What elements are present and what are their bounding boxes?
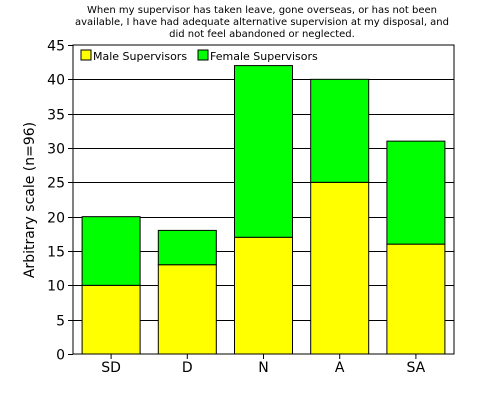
chart-title-line-3: did not feel abandoned or neglected. <box>169 29 355 40</box>
bar-female-n <box>234 65 293 238</box>
x-tick-label: N <box>258 360 268 376</box>
chart-title-line-1: When my supervisor has taken leave, gone… <box>87 5 437 16</box>
legend-label: Male Supervisors <box>93 50 187 63</box>
y-tick-label: 35 <box>47 108 65 124</box>
legend-swatch <box>197 49 209 61</box>
x-tick-label: A <box>335 360 345 376</box>
y-tick-label: 10 <box>47 279 65 295</box>
chart-title-line-2: available, I have had adequate alternati… <box>75 17 449 28</box>
y-axis-label: Arbitrary scale (n=96) <box>22 122 38 278</box>
x-tick-label: SA <box>407 360 426 376</box>
legend-swatch <box>80 49 92 61</box>
y-tick-label: 20 <box>47 211 65 227</box>
x-tick-label: SD <box>101 360 121 376</box>
bar-male-n <box>234 236 293 355</box>
x-tick-label: D <box>182 360 193 376</box>
bar-male-d <box>157 264 217 355</box>
y-tick-label: 40 <box>47 73 65 89</box>
y-tick-label: 0 <box>56 348 65 364</box>
bar-female-a <box>310 78 370 183</box>
y-tick-label: 30 <box>47 142 65 158</box>
legend: Male Supervisors Female Supervisors <box>80 49 318 63</box>
bar-male-sd <box>81 284 141 355</box>
bar-female-sd <box>81 216 141 286</box>
y-tick-label: 5 <box>56 314 65 330</box>
bar-male-sa <box>386 243 446 355</box>
bar-female-sa <box>386 140 446 245</box>
y-tick-label: 25 <box>47 176 65 192</box>
y-tick-label: 15 <box>47 245 65 261</box>
bar-female-d <box>157 229 217 266</box>
chart-title: When my supervisor has taken leave, gone… <box>75 5 449 40</box>
y-axis: 0 5 10 15 20 25 30 35 40 45 <box>47 39 73 364</box>
y-tick-label: 45 <box>47 39 65 55</box>
x-axis: SD D N A SA <box>101 354 426 376</box>
bars <box>81 65 446 355</box>
legend-label: Female Supervisors <box>210 50 318 63</box>
bar-male-a <box>310 181 370 355</box>
